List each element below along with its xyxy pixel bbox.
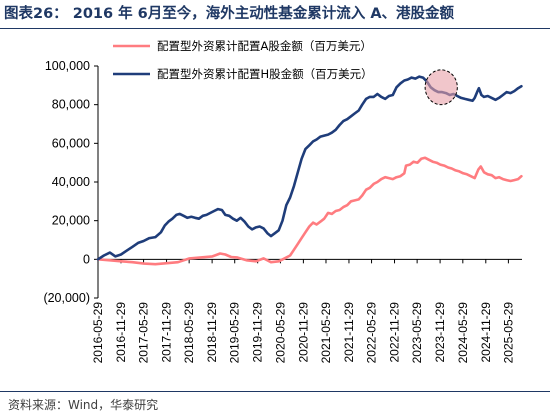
x-tick-label: 2019-05-29 <box>228 302 242 364</box>
x-tick-label: 2025-05-29 <box>501 302 515 364</box>
series-h-share-line <box>96 75 523 261</box>
x-tick-label: 2018-11-29 <box>205 302 219 363</box>
x-tick-label: 2021-05-29 <box>319 302 333 364</box>
x-tick-label: 2022-05-29 <box>365 302 379 364</box>
source-note: 资料来源：Wind，华泰研究 <box>8 398 159 412</box>
title-divider <box>0 28 550 29</box>
legend-label-a-share: 配置型外资累计配置A股金额（百万美元） <box>157 39 372 53</box>
x-tick-label: 2017-05-29 <box>137 302 151 364</box>
x-tick-label: 2016-05-29 <box>91 302 105 364</box>
x-tick-label: 2016-11-29 <box>114 302 128 363</box>
x-tick-label: 2022-11-29 <box>388 302 402 363</box>
source-divider <box>0 391 550 392</box>
x-tick-label: 2017-11-29 <box>160 302 174 363</box>
chart-title: 图表26： 2016 年 6月至今，海外主动性基金累计流入 A、港股金额 <box>4 6 455 22</box>
line-chart: (20,000) 0 20,000 40,000 60,000 80,000 100,000… <box>43 39 523 363</box>
series-a-share-line <box>96 156 523 266</box>
y-tick-label: 0 <box>83 252 90 266</box>
y-tick-label: (20,000) <box>43 291 90 305</box>
x-tick-label: 2024-11-29 <box>479 302 493 363</box>
x-tick-label: 2023-05-29 <box>410 302 424 364</box>
chart-legend: 配置型外资累计配置A股金额（百万美元） 配置型外资累计配置H股金额（百万美元） <box>113 39 373 81</box>
legend-label-h-share: 配置型外资累计配置H股金额（百万美元） <box>157 67 373 81</box>
series-layer <box>96 75 523 266</box>
x-tick-label: 2020-05-29 <box>273 302 287 364</box>
y-tick-label: 80,000 <box>52 98 90 112</box>
x-tick-label: 2024-05-29 <box>456 302 470 364</box>
y-tick-label: 60,000 <box>52 136 90 150</box>
y-tick-label: 100,000 <box>45 59 90 73</box>
highlight-ellipse <box>424 69 458 106</box>
y-tick-label: 20,000 <box>52 214 90 228</box>
x-tick-label: 2023-11-29 <box>433 302 447 363</box>
highlight-layer <box>424 69 458 106</box>
x-tick-label: 2018-05-29 <box>182 302 196 364</box>
y-tick-label: 40,000 <box>52 175 90 189</box>
x-tick-label: 2020-11-29 <box>296 302 310 363</box>
x-tick-label: 2021-11-29 <box>342 302 356 363</box>
x-tick-label: 2019-11-29 <box>251 302 265 363</box>
chart-axes: (20,000) 0 20,000 40,000 60,000 80,000 100,000… <box>43 59 522 363</box>
